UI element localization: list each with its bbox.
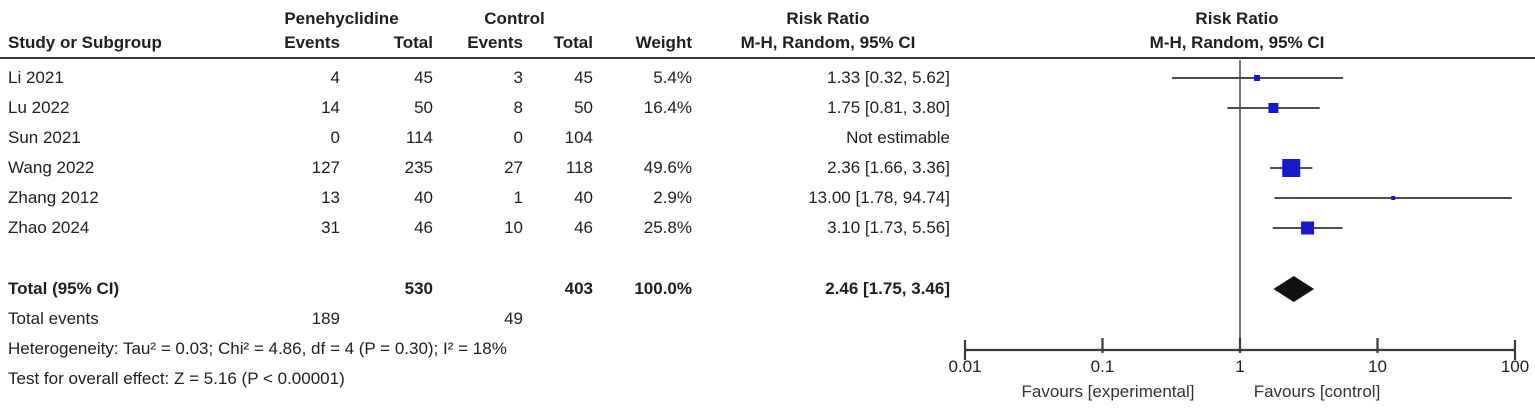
treatment-events-cell: 14 [321,98,340,117]
events2-column-header: Events [467,33,523,52]
treatment-events-cell: 4 [330,68,340,87]
treatment-events-cell: 31 [321,218,340,237]
control-events-cell: 27 [504,158,523,177]
treatment-total-cell: 45 [414,68,433,87]
weight-column-header: Weight [635,33,692,52]
treatment-total-cell: 50 [414,98,433,117]
axis-tick-label: 1 [1235,357,1245,376]
risk-ratio-plot-header: Risk Ratio [1195,9,1279,28]
treatment-events-cell: 127 [311,158,340,177]
total1-column-header: Total [393,33,433,52]
control-group-header: Control [484,9,545,28]
total-control-n: 403 [564,279,593,298]
total-weight: 100.0% [634,279,692,298]
header-separator-rule [0,57,1535,59]
total-events-treatment: 189 [311,309,340,328]
summary-diamond [1273,276,1315,302]
rr-ci-cell: 1.75 [0.81, 3.80] [827,98,950,117]
control-events-cell: 3 [513,68,523,87]
mh-plot-column-header: M-H, Random, 95% CI [1149,33,1325,52]
study-name: Li 2021 [8,68,64,87]
effect-square [1254,75,1261,81]
rr-ci-cell: 13.00 [1.78, 94.74] [808,188,950,207]
favours-control-label: Favours [control] [1253,382,1381,401]
control-total-cell: 118 [565,158,593,177]
treatment-total-cell: 235 [404,158,433,177]
study-name: Zhang 2012 [8,188,99,207]
treatment-total-cell: 40 [414,188,433,207]
weight-cell: 16.4% [643,98,692,117]
rr-ci-cell: 3.10 [1.73, 5.56] [827,218,950,237]
total-row-label: Total (95% CI) [8,279,120,298]
axis-tick-label: 0.1 [1090,357,1115,376]
control-events-cell: 8 [513,98,523,117]
weight-cell: 25.8% [643,218,692,237]
heterogeneity-stats: Heterogeneity: Tau² = 0.03; Chi² = 4.86,… [8,339,507,358]
control-events-cell: 10 [504,218,523,237]
weight-cell: 5.4% [653,68,692,87]
treatment-group-header: Penehyclidine [284,9,399,28]
study-name: Sun 2021 [8,128,81,147]
rr-ci-cell: 1.33 [0.32, 5.62] [827,68,950,87]
total-rr-ci: 2.46 [1.75, 3.46] [825,279,950,298]
treatment-events-cell: 0 [330,128,340,147]
risk-ratio-text-header: Risk Ratio [786,9,870,28]
control-total-cell: 45 [574,68,593,87]
control-events-cell: 1 [513,188,523,207]
study-name: Lu 2022 [8,98,70,117]
total2-column-header: Total [553,33,593,52]
effect-square [1268,103,1279,113]
events1-column-header: Events [284,33,340,52]
weight-cell: 2.9% [653,188,692,207]
axis-tick-label: 0.01 [948,357,982,376]
weight-cell: 49.6% [643,158,692,177]
control-total-cell: 104 [564,128,593,147]
axis-tick-label: 100 [1500,357,1530,376]
overall-effect-test: Test for overall effect: Z = 5.16 (P < 0… [8,369,345,388]
favours-experimental-label: Favours [experimental] [1021,382,1195,401]
rr-ci-cell: 2.36 [1.66, 3.36] [827,158,950,177]
treatment-total-cell: 46 [414,218,433,237]
control-events-cell: 0 [513,128,523,147]
total-treatment-n: 530 [404,279,433,298]
effect-square [1391,196,1396,200]
rr-ci-cell: Not estimable [846,128,950,147]
axis-tick-label: 10 [1368,357,1387,376]
effect-square [1282,159,1301,177]
control-total-cell: 46 [574,218,593,237]
control-total-cell: 40 [574,188,593,207]
total-events-control: 49 [504,309,523,328]
study-name: Wang 2022 [8,158,95,177]
treatment-events-cell: 13 [321,188,340,207]
effect-square [1301,221,1315,235]
control-total-cell: 50 [574,98,593,117]
total-events-label: Total events [8,309,99,328]
study-name: Zhao 2024 [8,218,90,237]
mh-text-column-header: M-H, Random, 95% CI [740,33,916,52]
treatment-total-cell: 114 [405,128,433,147]
study-column-header: Study or Subgroup [8,33,162,52]
